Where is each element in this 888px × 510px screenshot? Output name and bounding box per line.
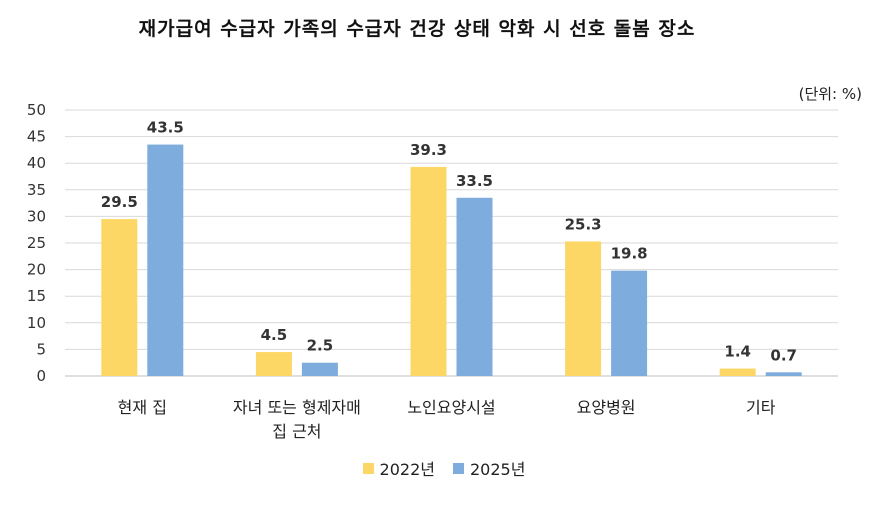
y-tick-label: 10 [27,314,46,332]
data-label: 2.5 [307,337,334,355]
y-tick-label: 35 [27,181,46,199]
legend-label-2025: 2025년 [470,460,526,479]
legend-swatch-2025 [453,462,464,474]
bar-2025년-0 [147,144,184,376]
data-label: 4.5 [261,326,288,344]
bar-2025년-2 [456,197,493,376]
data-label: 25.3 [565,215,602,233]
bar-2022년-2 [410,166,447,376]
x-tick-label: 자녀 또는 형제자매 [233,398,361,417]
bar-2025년-4 [765,372,802,376]
legend: 2022년 2025년 [0,456,888,480]
legend-item-2025: 2025년 [453,456,525,480]
x-tick-label: 현재 집 [118,398,167,417]
y-tick-label: 40 [27,154,46,172]
y-tick-label: 20 [27,261,46,279]
bar-2022년-3 [565,241,602,376]
y-tick-label: 5 [36,340,46,358]
y-tick-label: 0 [36,367,46,385]
legend-label-2022: 2022년 [379,460,435,479]
bar-2025년-3 [611,270,648,376]
y-tick-label: 15 [27,287,46,305]
x-tick-label: 기타 [746,398,776,417]
bar-2022년-4 [719,368,756,376]
data-label: 0.7 [770,346,797,364]
y-tick-label: 25 [27,234,46,252]
bar-2022년-0 [101,219,138,376]
y-tick-label: 45 [27,128,46,146]
data-label: 1.4 [724,343,751,361]
data-label: 39.3 [410,141,447,159]
bar-chart: 0 5 10 15 20 25 30 35 40 45 50 29.5 43.5 현재 집 4.5 2.5 자녀… [27,101,838,441]
legend-item-2022: 2022년 [362,456,435,480]
data-label: 29.5 [101,193,138,211]
x-tick-label: 집 근처 [272,422,321,441]
x-tick-label: 노인요양시설 [407,398,495,417]
bar-2025년-1 [301,362,338,376]
data-label: 33.5 [456,172,493,190]
y-tick-label: 30 [27,207,46,225]
x-tick-label: 요양병원 [577,398,636,417]
unit-label: (단위: %) [798,85,862,103]
data-label: 19.8 [611,245,648,263]
data-label: 43.5 [147,119,184,137]
legend-swatch-2022 [362,462,374,474]
bar-2022년-1 [255,352,292,376]
chart-title: 재가급여 수급자 가족의 수급자 건강 상태 악화 시 선호 돌봄 장소 [138,18,696,40]
y-tick-label: 50 [27,101,46,119]
